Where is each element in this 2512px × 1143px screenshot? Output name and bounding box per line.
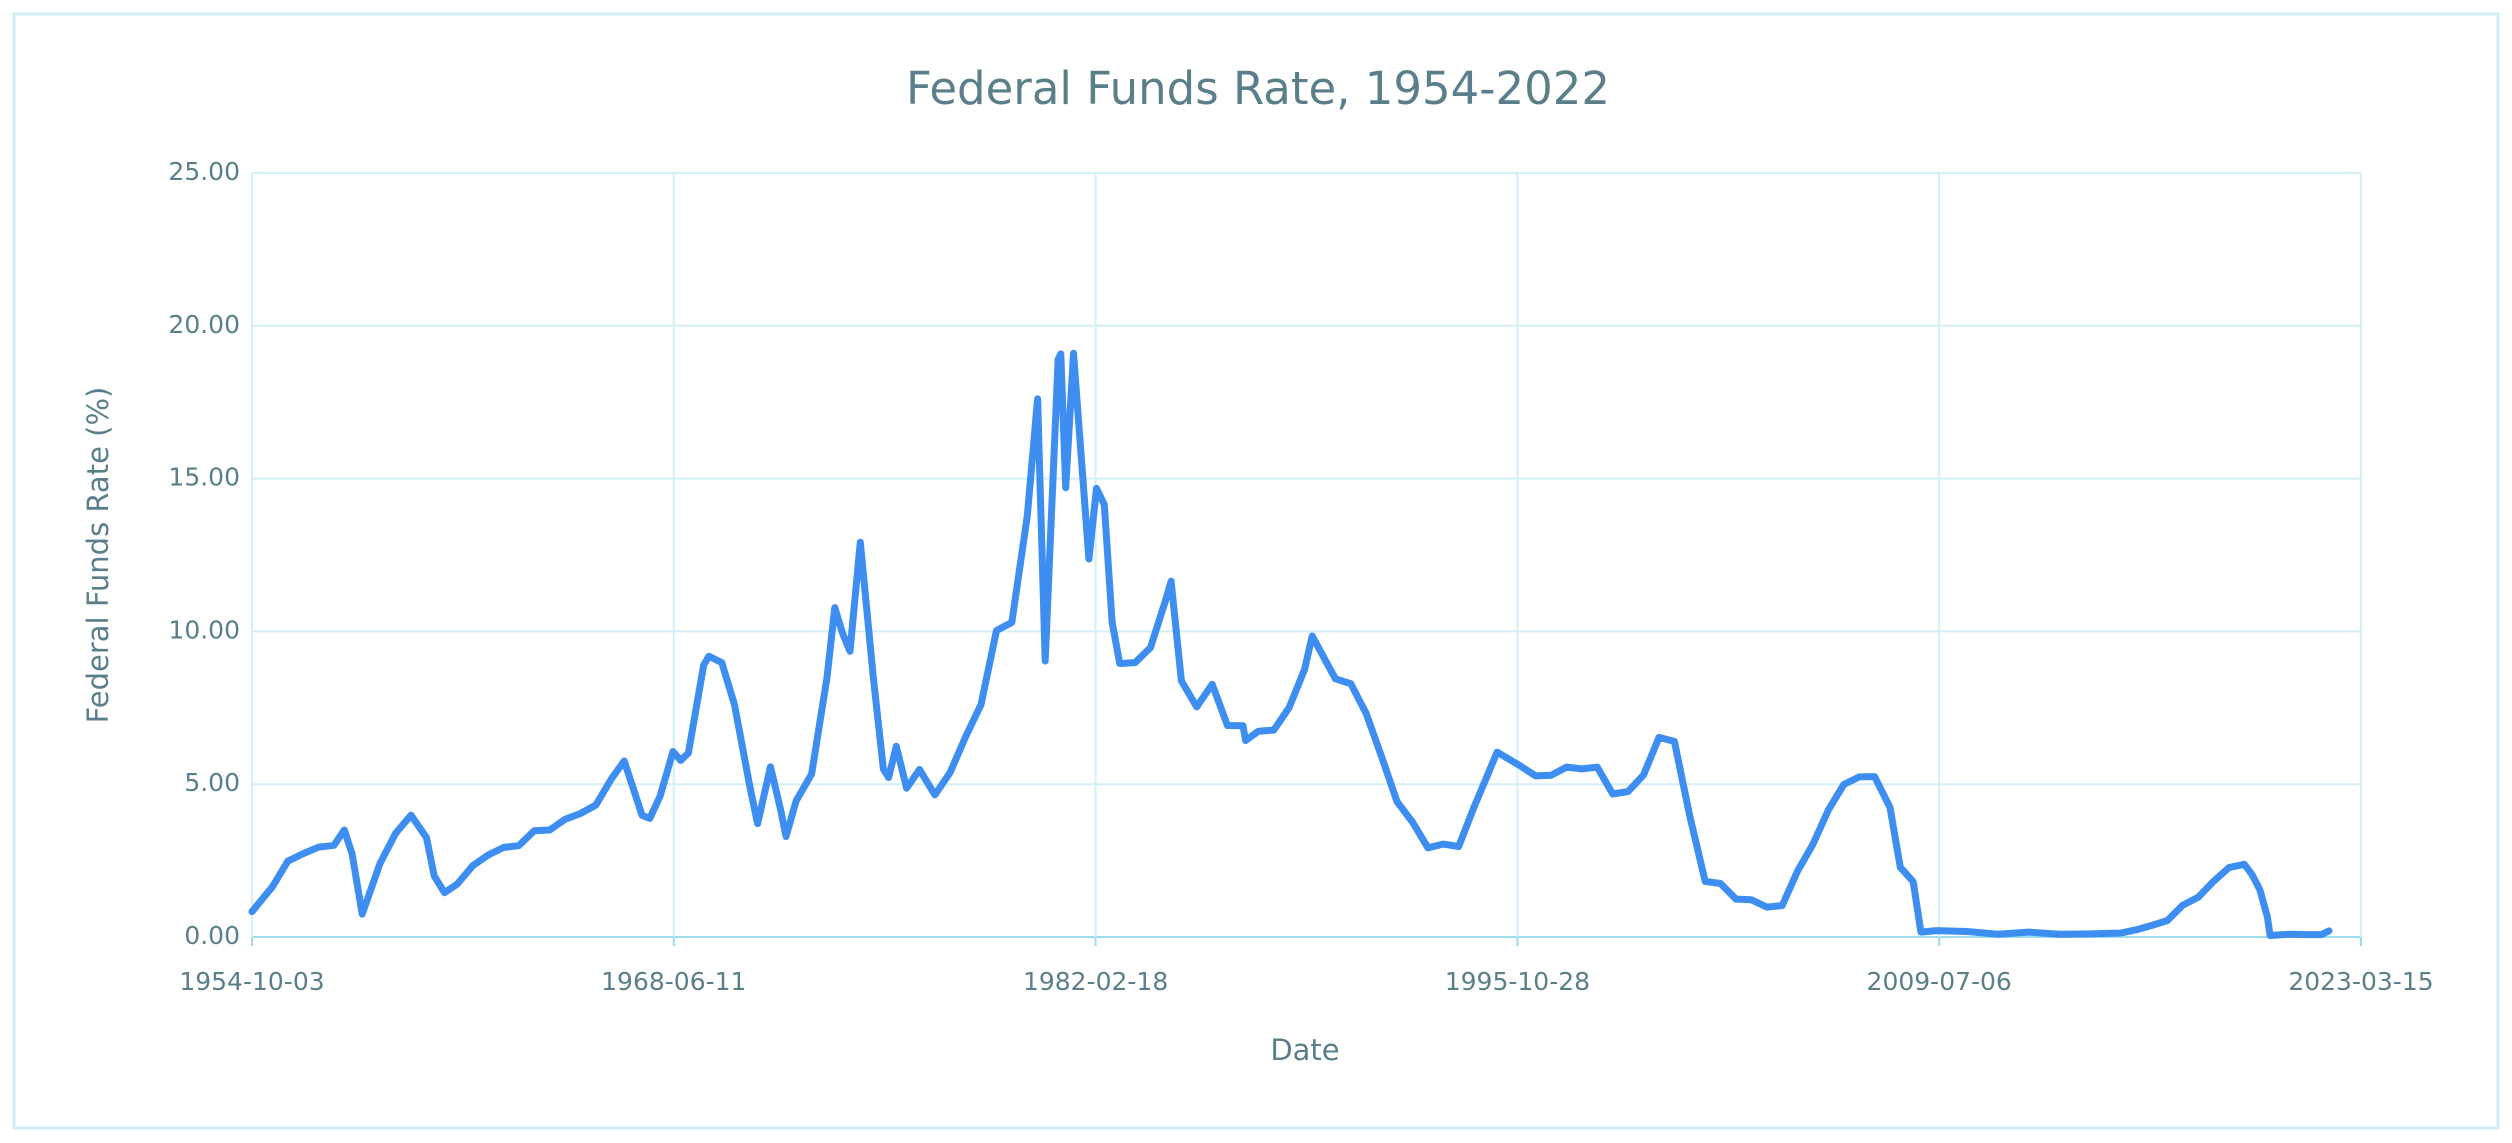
y-tick-label: 10.00 (168, 615, 240, 644)
y-tick-label: 15.00 (168, 463, 240, 492)
y-axis-label: Federal Funds Rate (%) (81, 387, 115, 724)
y-tick-label: 20.00 (168, 310, 240, 339)
x-tick-label: 1982-02-18 (1023, 967, 1168, 996)
chart-title: Federal Funds Rate, 1954-2022 (906, 62, 1610, 115)
x-tick-label: 1968-06-11 (601, 967, 746, 996)
x-tick-label: 2009-07-06 (1867, 967, 2012, 996)
chart-border (12, 12, 2500, 1130)
y-tick-label: 5.00 (184, 768, 240, 797)
x-axis-label: Date (1270, 1033, 1339, 1067)
x-tick-label: 2023-03-15 (2288, 967, 2433, 996)
y-tick-label: 25.00 (168, 157, 240, 186)
x-tick-label: 1954-10-03 (179, 967, 324, 996)
data-line (248, 349, 2333, 939)
y-tick-label: 0.00 (184, 921, 240, 950)
x-tick-label: 1995-10-28 (1445, 967, 1590, 996)
